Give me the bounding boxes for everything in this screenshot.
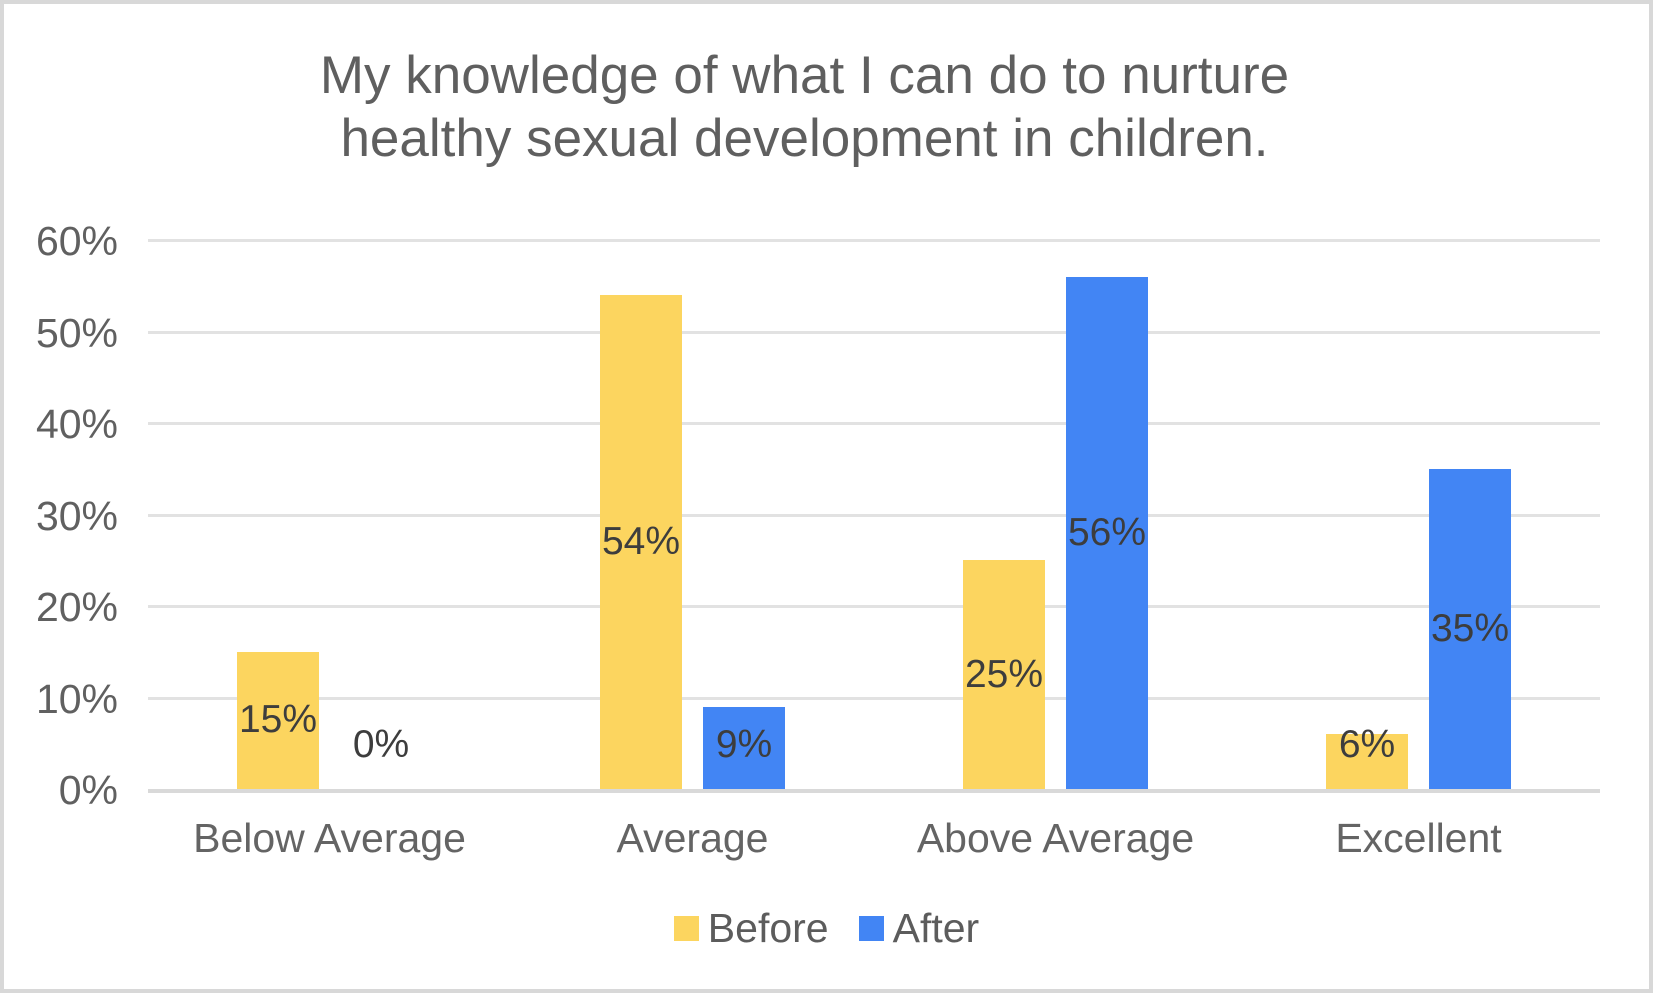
y-axis-tick-label: 0% bbox=[58, 767, 118, 813]
bar-after-excellent bbox=[1429, 468, 1511, 789]
y-axis-tick-label: 40% bbox=[35, 401, 118, 447]
gridline bbox=[148, 330, 1600, 334]
y-axis-tick-label: 10% bbox=[35, 675, 118, 722]
bar-after-above-average bbox=[1066, 276, 1148, 789]
bar-value-label: 9% bbox=[715, 723, 773, 766]
bar-value-label: 56% bbox=[1067, 510, 1147, 554]
gridline bbox=[148, 422, 1600, 425]
y-axis-tick-label: 20% bbox=[35, 584, 118, 630]
legend-swatch-icon bbox=[673, 915, 699, 941]
bar-before-above-average bbox=[963, 560, 1045, 789]
bar-value-label: 35% bbox=[1430, 606, 1510, 650]
gridline bbox=[148, 696, 1600, 700]
legend-item-before: Before bbox=[673, 903, 829, 953]
bar-before-excellent bbox=[1326, 734, 1408, 789]
y-axis-tick-label: 50% bbox=[35, 309, 118, 356]
x-axis-category-label: Excellent bbox=[1335, 815, 1502, 861]
legend-item-after: After bbox=[858, 903, 980, 953]
gridline bbox=[148, 605, 1600, 608]
bar-value-label: 6% bbox=[1338, 723, 1396, 766]
x-axis-category-label: Average bbox=[616, 815, 769, 861]
y-axis-tick-label: 60% bbox=[35, 218, 118, 264]
bar-value-label: 15% bbox=[238, 698, 318, 742]
gridline bbox=[148, 513, 1600, 517]
bar-after-average bbox=[703, 706, 785, 789]
legend-swatch-icon bbox=[858, 915, 884, 941]
gridline bbox=[148, 239, 1600, 242]
chart-title-line-2: healthy sexual development in children. bbox=[340, 109, 1269, 168]
bar-before-average bbox=[600, 294, 682, 789]
chart-legend: Before After bbox=[0, 903, 1653, 953]
bar-value-label: 0% bbox=[352, 723, 410, 766]
x-axis-category-label: Above Average bbox=[916, 815, 1195, 861]
y-axis-tick-label: 30% bbox=[35, 492, 118, 539]
bar-before-below-average bbox=[237, 651, 319, 789]
legend-label: Before bbox=[707, 905, 829, 951]
chart-title: My knowledge of what I can do to nurture… bbox=[0, 44, 1609, 170]
chart-title-line-1: My knowledge of what I can do to nurture bbox=[319, 46, 1290, 105]
legend-label: After bbox=[892, 905, 980, 951]
x-axis-baseline bbox=[148, 789, 1600, 793]
bar-value-label: 25% bbox=[964, 652, 1044, 696]
x-axis-category-label: Below Average bbox=[193, 815, 466, 861]
bar-value-label: 54% bbox=[601, 519, 681, 563]
